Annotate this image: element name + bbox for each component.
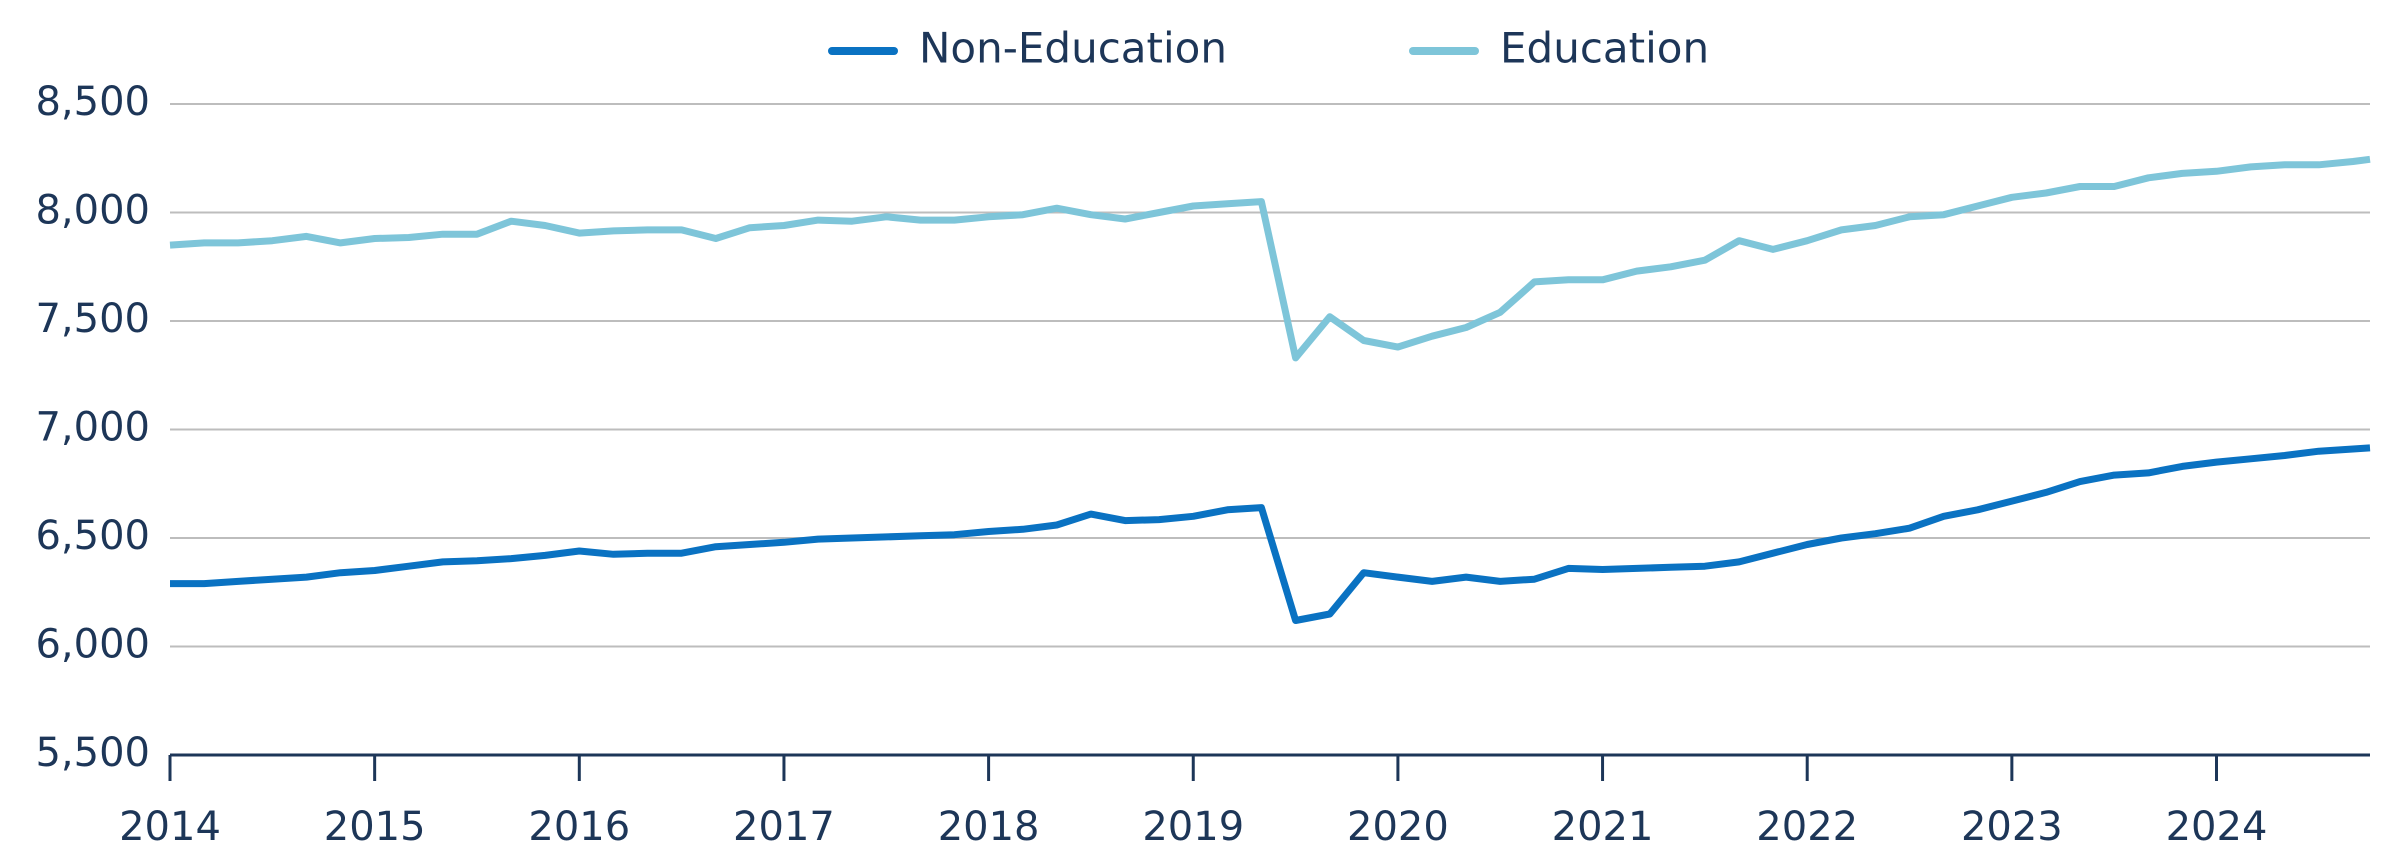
series-line (170, 444, 2371, 624)
x-tick-label: 2023 (1961, 804, 2063, 850)
x-tick-label: 2019 (1142, 804, 1244, 850)
y-tick-label: 6,500 (35, 513, 150, 559)
x-tick-label: 2022 (1756, 804, 1858, 850)
x-tick-label: 2024 (2166, 804, 2268, 850)
y-tick-label: 8,500 (35, 79, 150, 125)
x-tick-label: 2020 (1347, 804, 1449, 850)
x-tick-label: 2017 (733, 804, 835, 850)
x-tick-label: 2016 (528, 804, 630, 850)
y-tick-label: 6,000 (35, 622, 150, 668)
x-tick-label: 2018 (938, 804, 1040, 850)
x-tick-label: 2014 (119, 804, 221, 850)
x-tick-label: 2021 (1552, 804, 1654, 850)
x-tick-label: 2015 (324, 804, 426, 850)
y-tick-label: 7,000 (35, 405, 150, 451)
y-tick-label: 8,000 (35, 188, 150, 234)
y-tick-label: 7,500 (35, 296, 150, 342)
legend-label: Non-Education (919, 24, 1227, 73)
series-line (169, 155, 2371, 362)
y-tick-label: 5,500 (35, 730, 150, 776)
legend-label: Education (1500, 24, 1709, 73)
